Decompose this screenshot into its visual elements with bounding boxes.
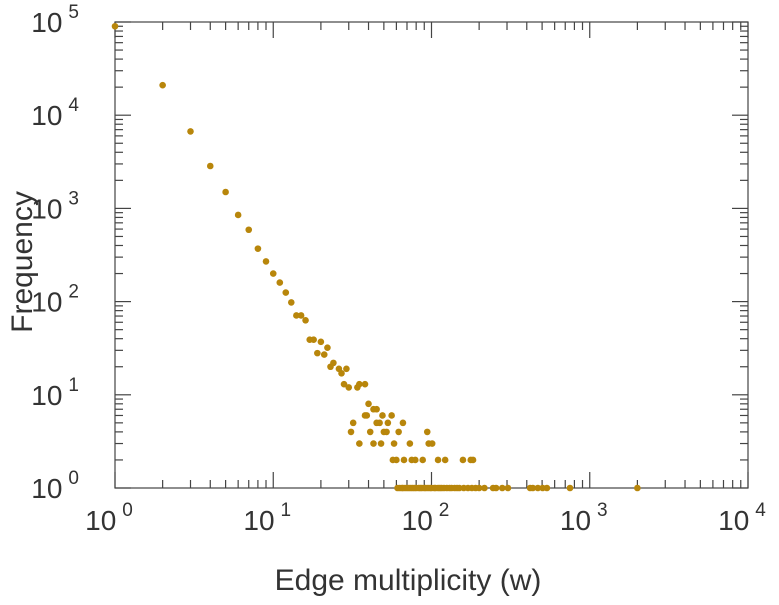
axis-ticks — [114, 21, 749, 489]
data-point — [361, 380, 369, 388]
data-point — [324, 344, 331, 352]
data-point — [245, 226, 253, 234]
data-point — [534, 484, 542, 492]
y-tick-label: 10 2 — [31, 282, 79, 318]
data-point — [390, 440, 398, 447]
y-tick-label: 10 5 — [31, 2, 79, 38]
data-point — [234, 211, 242, 219]
data-point — [393, 456, 400, 464]
data-point — [543, 484, 551, 492]
data-point — [419, 456, 427, 464]
data-point — [349, 419, 357, 427]
data-point — [320, 351, 328, 358]
data-point — [269, 270, 277, 277]
data-point — [469, 456, 477, 464]
data-point — [492, 484, 500, 492]
x-tick-label: 10 1 — [243, 500, 291, 536]
x-tick-label: 10 0 — [85, 500, 133, 536]
tick-labels: 10 0 10 1 10 2 10 3 10 4 10 0 10 1 10 2 10 3 10 4 10 5 — [31, 2, 766, 536]
data-point — [222, 188, 229, 196]
data-point — [330, 359, 337, 367]
x-tick-label: 10 2 — [402, 500, 450, 536]
data-point — [504, 484, 512, 492]
data-point — [379, 412, 386, 419]
x-axis-label: Edge multiplicity (w) — [275, 564, 542, 597]
x-tick-label: 10 4 — [718, 500, 766, 536]
plot-frame — [114, 21, 749, 489]
data-point — [276, 279, 284, 286]
data-point — [366, 428, 374, 436]
data-point — [441, 456, 449, 464]
data-point — [159, 81, 166, 89]
data-point — [297, 312, 305, 319]
data-point — [566, 484, 574, 492]
y-tick-label: 10 0 — [31, 468, 79, 504]
data-point — [310, 336, 317, 344]
data-point — [399, 419, 407, 427]
data-point — [459, 456, 467, 464]
y-tick-label: 10 1 — [31, 375, 79, 411]
data-point — [529, 484, 537, 492]
data-point — [384, 419, 392, 427]
y-tick-label: 10 3 — [31, 188, 79, 224]
data-point — [356, 440, 363, 447]
data-point — [400, 456, 408, 464]
y-tick-label: 10 4 — [31, 95, 79, 131]
data-point — [365, 400, 372, 408]
data-point — [338, 370, 345, 377]
data-point — [395, 428, 402, 436]
data-point — [302, 317, 309, 324]
data-point — [406, 440, 414, 447]
data-point — [206, 162, 214, 170]
data-point — [481, 484, 488, 492]
data-point — [345, 384, 353, 391]
data-point — [317, 338, 325, 346]
data-point — [340, 380, 348, 388]
x-tick-label: 10 3 — [560, 500, 608, 536]
data-point — [475, 484, 483, 492]
data-point — [370, 440, 377, 447]
data-point — [428, 440, 436, 447]
data-points — [111, 22, 641, 492]
data-point — [287, 299, 295, 306]
data-point — [347, 428, 355, 436]
data-point — [377, 440, 385, 447]
data-point — [423, 428, 431, 436]
data-point — [314, 349, 321, 357]
data-point — [434, 456, 442, 464]
data-point — [498, 484, 506, 492]
data-point — [111, 22, 119, 30]
data-point — [254, 245, 262, 252]
data-point — [282, 289, 290, 296]
data-point — [343, 365, 350, 373]
data-point — [373, 405, 380, 413]
data-point — [634, 484, 641, 492]
y-axis-label: Frequency — [6, 191, 39, 333]
data-point — [363, 412, 371, 419]
data-point — [262, 258, 270, 265]
data-point — [411, 456, 419, 464]
data-point — [376, 419, 383, 427]
data-point — [293, 312, 300, 319]
data-point — [187, 128, 194, 135]
data-point — [383, 428, 390, 436]
data-point — [388, 412, 395, 419]
data-point — [356, 380, 363, 388]
